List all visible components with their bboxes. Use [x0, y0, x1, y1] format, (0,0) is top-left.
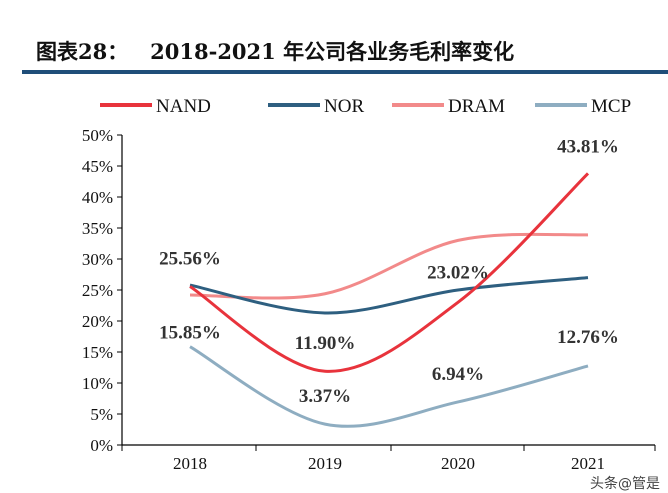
- y-tick-label: 5%: [90, 405, 113, 424]
- legend-label-nor: NOR: [324, 96, 364, 117]
- y-tick-label: 45%: [82, 157, 113, 176]
- series-line-dram: [189, 232, 589, 300]
- y-tick-label: 10%: [82, 374, 113, 393]
- data-label-nand: 23.02%: [427, 262, 489, 283]
- x-tick-label: 2018: [173, 454, 207, 473]
- x-tick-label: 2020: [441, 454, 475, 473]
- data-label-nand: 43.81%: [557, 136, 619, 157]
- y-tick-label: 25%: [82, 281, 113, 300]
- watermark: 头条@管是: [590, 476, 660, 492]
- legend-label-dram: DRAM: [448, 96, 505, 117]
- y-tick-label: 35%: [82, 219, 113, 238]
- series-line-mcp: [189, 345, 589, 428]
- data-label-mcp: 12.76%: [557, 327, 619, 348]
- legend-label-nand: NAND: [156, 96, 211, 117]
- data-label-mcp: 3.37%: [299, 386, 351, 407]
- y-tick-label: 0%: [90, 436, 113, 455]
- y-tick-label: 40%: [82, 188, 113, 207]
- series-line-nand: [189, 172, 590, 373]
- y-tick-label: 15%: [82, 343, 113, 362]
- data-label-mcp: 15.85%: [159, 323, 221, 344]
- y-tick-label: 20%: [82, 312, 113, 331]
- figure-title: 图表28： 2018-2021 年公司各业务毛利率变化: [36, 39, 515, 64]
- data-label-nand: 25.56%: [159, 249, 221, 270]
- y-tick-label: 30%: [82, 250, 113, 269]
- series-line-nor: [189, 276, 589, 315]
- data-label-nand: 11.90%: [295, 333, 356, 354]
- x-tick-label: 2019: [308, 454, 342, 473]
- y-tick-label: 50%: [82, 126, 113, 145]
- data-label-mcp: 6.94%: [432, 364, 484, 385]
- x-tick-label: 2021: [571, 454, 605, 473]
- legend-label-mcp: MCP: [591, 96, 631, 117]
- title-divider: [22, 70, 668, 74]
